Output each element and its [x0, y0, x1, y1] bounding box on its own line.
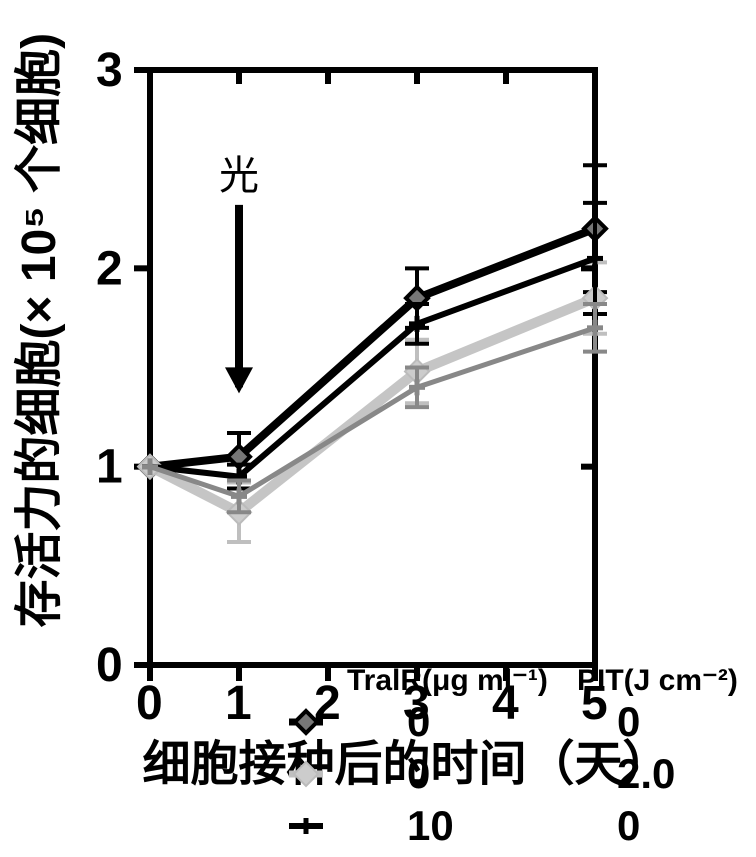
series-s2 [150, 298, 595, 512]
arrow-icon [225, 367, 253, 393]
light-annotation: 光 [219, 154, 259, 198]
legend-pit-value: 2.0 [617, 750, 675, 797]
y-tick-label: 3 [96, 44, 123, 97]
y-tick-label: 2 [96, 242, 123, 295]
legend-header-tralr: TralR(μg ml⁻¹) [347, 664, 548, 697]
chart-container: { "chart": { "type": "line", "x_axis": {… [0, 0, 756, 857]
y-tick-label: 0 [96, 639, 123, 692]
x-tick-label: 1 [225, 677, 252, 730]
legend-pit-value: 0 [617, 802, 640, 849]
legend-pit-value: 0 [617, 698, 640, 745]
legend-tralr-value: 0 [407, 698, 430, 745]
y-axis-label: 存活力的细胞(× 10⁵ 个细胞) [13, 33, 66, 628]
chart-svg: 0123450123存活力的细胞(× 10⁵ 个细胞)细胞接种后的时间（天）光T… [0, 0, 756, 857]
x-tick-label: 0 [136, 677, 163, 730]
legend-tralr-value: 10 [407, 802, 454, 849]
legend-header-pit: PIT(J cm⁻²) [577, 664, 738, 697]
plot-border [150, 70, 595, 665]
series-s3 [150, 258, 595, 476]
legend-tralr-value: 0 [407, 750, 430, 797]
y-tick-label: 1 [96, 441, 123, 494]
